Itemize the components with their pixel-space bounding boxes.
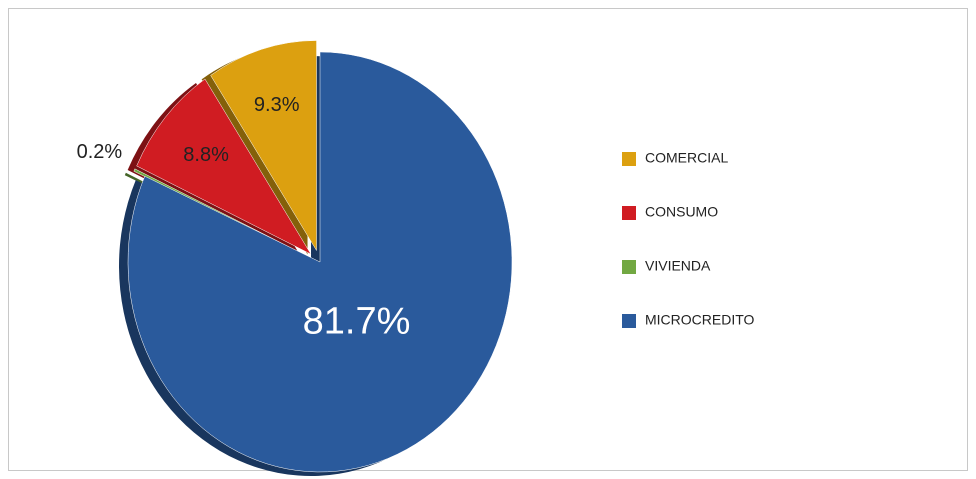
data-label: 81.7% [303,301,411,343]
data-label: 8.8% [183,144,229,166]
data-label: 0.2% [77,141,123,163]
data-label: 9.3% [254,94,300,116]
legend-label: CONSUMO [645,204,718,220]
slice [136,78,312,255]
legend-label: COMERCIAL [645,150,728,166]
slice [127,51,513,473]
slice [210,40,317,252]
legend-label: MICROCREDITO [645,312,755,328]
legend-label: VIVIENDA [645,258,711,274]
legend-swatch [622,260,636,274]
legend-swatch [622,314,636,328]
legend-swatch [622,206,636,220]
legend-swatch [622,152,636,166]
